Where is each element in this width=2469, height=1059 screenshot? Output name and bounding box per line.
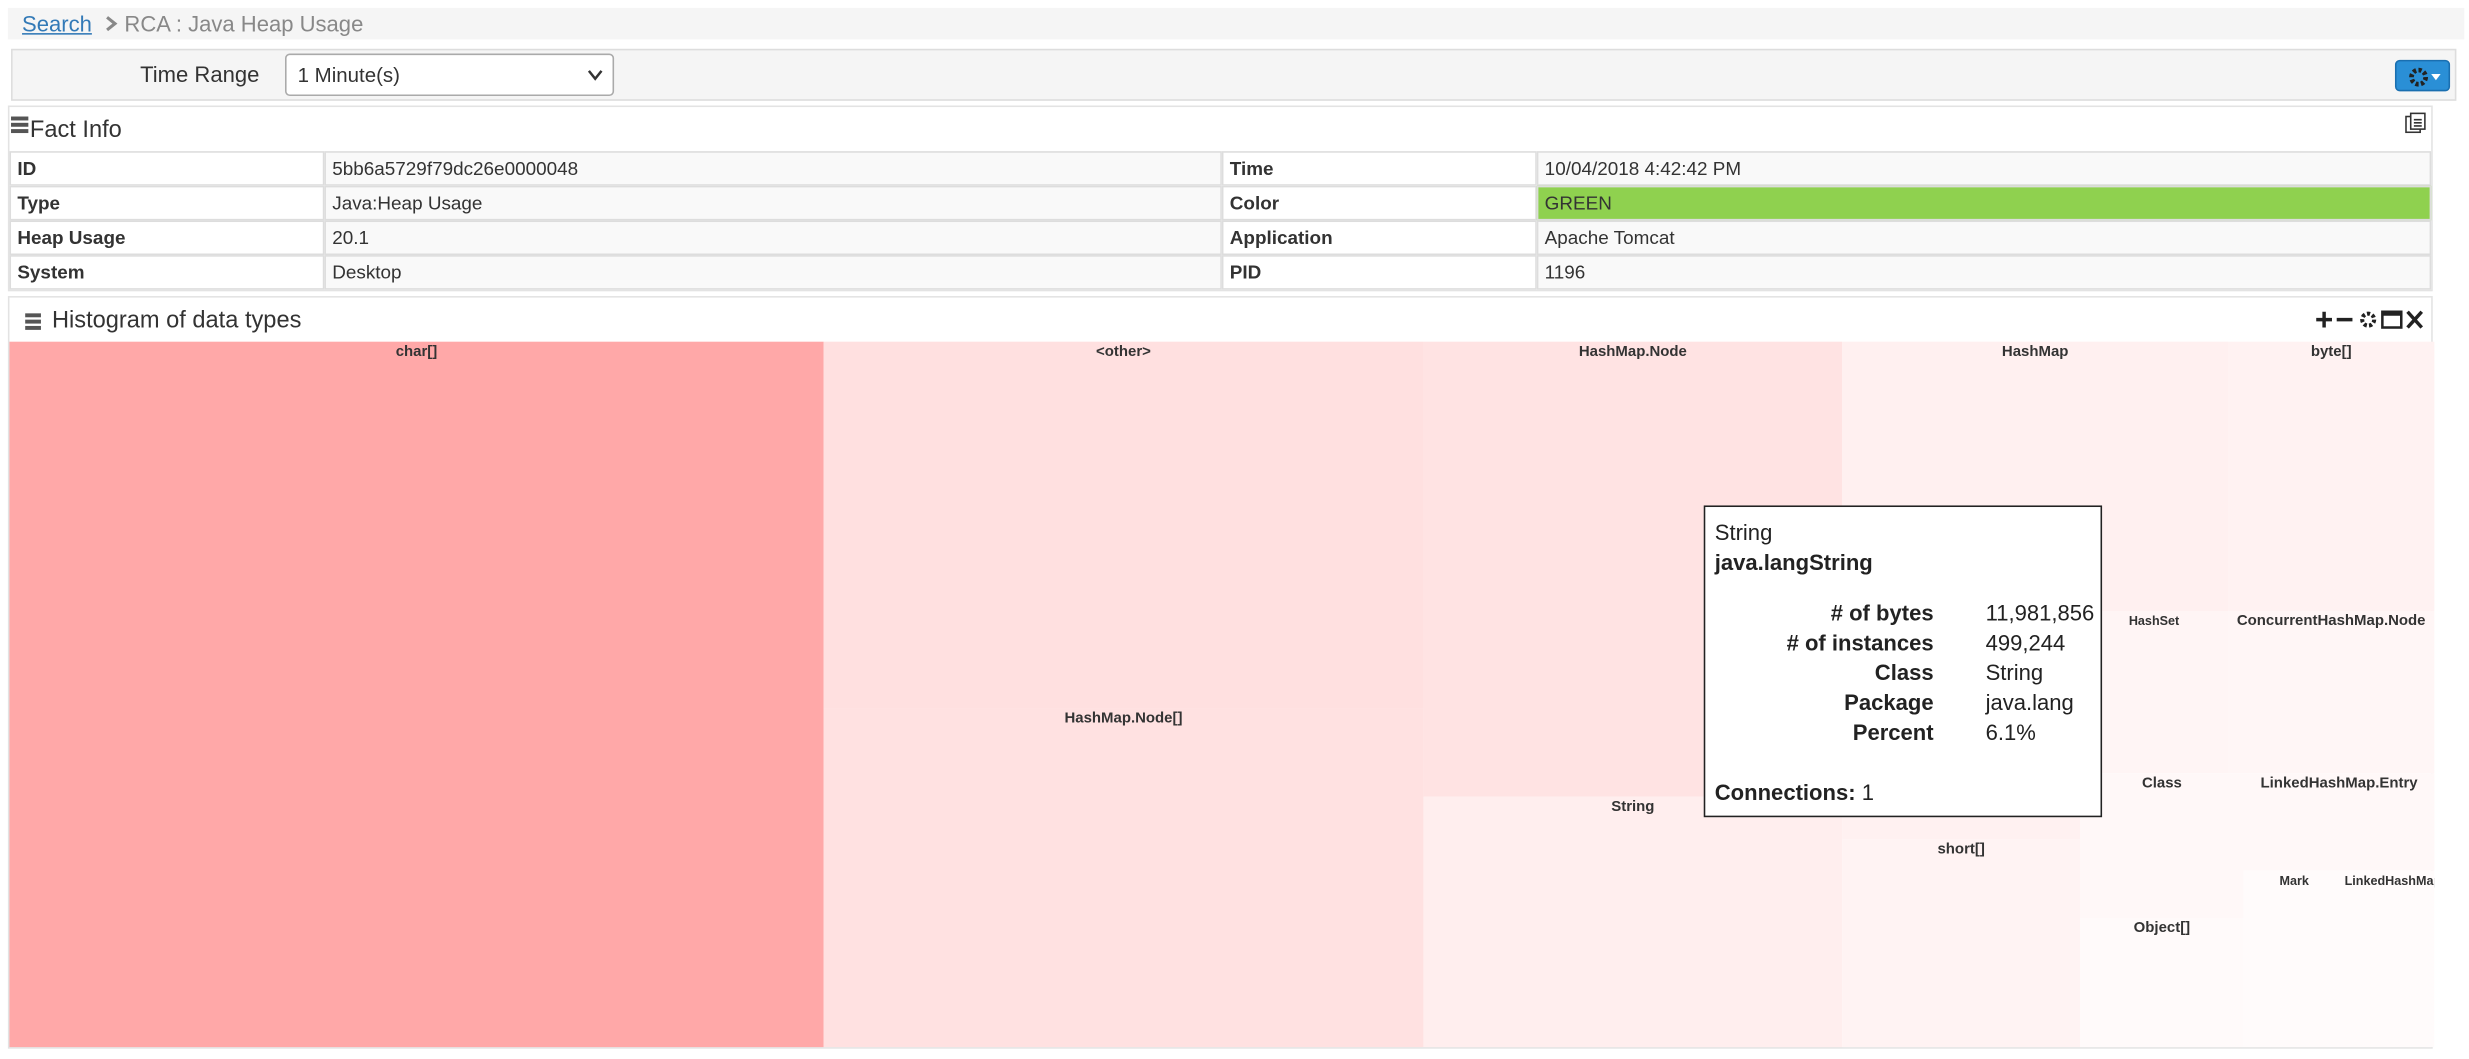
cell-label: Mark [2279,873,2309,889]
treemap-cell[interactable]: Class [2080,773,2244,918]
cell-label: HashSet [2128,614,2180,629]
breadcrumb: Search RCA : Java Heap Usage [7,7,2465,40]
cell-label: Object[] [2133,919,2191,937]
cell-label: short[] [1937,840,1985,859]
cell-label: HashMap.Node[] [1064,710,1183,728]
cell-label: LinkedHashMap [2344,873,2435,889]
treemap-cell[interactable]: Object[] [2080,917,2244,1048]
cell-label: HashMap.Node [1578,343,1687,361]
gear-icon [2409,67,2441,87]
fact-key: PID [1221,255,1537,290]
fact-value: 10/04/2018 4:42:42 PM [1536,151,2432,186]
fact-key: Heap Usage [9,220,325,256]
cell-label: String [1611,798,1655,816]
treemap-cell[interactable]: byte[] [2228,341,2435,611]
chevron [106,16,118,32]
settings-button[interactable] [2394,59,2451,92]
cell-label: Class [2141,774,2182,793]
cell-label: HashMap [2001,343,2069,361]
cell-label: LinkedHashMap.Entry [2260,774,2418,793]
tooltip-key: # of instances [1786,629,1934,656]
tooltip-connections: Connections: 1 [1715,779,1874,804]
cell-label: <other> [1096,343,1151,361]
search-link[interactable]: Search [22,11,92,37]
fact-value: 1196 [1536,255,2432,290]
treemap-cell[interactable]: HashSet [2080,610,2229,774]
tooltip-key: # of bytes [1830,599,1934,626]
tooltip-key: Package [1844,689,1934,715]
fact-value: 5bb6a5729f79dc26e0000048 [324,151,1222,186]
connections-value: 1 [1861,779,1874,805]
treemap-cell[interactable]: char[] [9,341,824,1048]
cell-label: byte[] [2310,343,2352,361]
time-range-label: Time Range [140,61,260,87]
tooltip-key: Percent [1852,719,1934,745]
time-range-select[interactable]: 1 Minute(s) [285,53,615,97]
tooltip-class: java.langString [1714,549,1873,575]
tooltip-value: 6.1% [1985,719,2036,745]
tooltip-key: Class [1874,659,1934,685]
export-icon[interactable] [2404,112,2426,134]
panel-title: Histogram of data types [51,307,302,334]
fact-info-panel: Fact Info ID 5bb6a5729f79dc26e0000048 Time… [7,105,2433,292]
fact-value: 20.1 [324,220,1222,256]
fact-value: Apache Tomcat [1536,220,2432,256]
toolbar: Time Range 1 Minute(s) [11,48,2457,101]
fact-key: ID [9,151,325,186]
fact-key: Application [1221,220,1537,256]
fact-key: Type [9,185,325,221]
cell-label: ConcurrentHashMap.Node [2236,612,2426,630]
select-value: 1 Minute(s) [297,62,400,87]
breadcrumb-current: RCA : Java Heap Usage [124,11,364,37]
treemap-cell[interactable]: LinkedHashMap [2344,870,2435,1048]
panel-icon [11,116,29,134]
treemap-cell[interactable]: Mark [2243,870,2345,1048]
treemap-cell[interactable]: ConcurrentHashMap.Node [2228,610,2435,774]
tooltip-value: java.lang [1985,689,2074,715]
fact-key: Time [1221,151,1537,186]
fact-value: GREEN [1536,185,2432,221]
panel-controls[interactable] [2313,309,2426,331]
treemap-cell[interactable]: HashMap.Node[] [823,708,1424,1048]
tooltip-value: 499,244 [1985,629,2066,656]
panel-icon [25,313,41,330]
panel-title: Fact Info [29,116,122,144]
fact-key: Color [1221,185,1537,221]
treemap-cell[interactable]: String [1423,796,1843,1048]
cell-label: char[] [395,343,438,361]
tooltip-value: String [1985,659,2044,685]
treemap-cell[interactable]: LinkedHashMap.Entry [2243,773,2435,871]
select-arrow [587,70,603,81]
fact-value: Desktop [324,255,1222,290]
tooltip: String java.langString Connections: 1 # … [1703,505,2103,818]
treemap-cell[interactable]: short[] [1842,839,2081,1048]
connections-label: Connections: [1714,779,1856,805]
tooltip-name: String [1714,519,1773,545]
treemap-cell[interactable]: <other> [823,341,1424,709]
fact-value: Java:Heap Usage [324,185,1222,221]
fact-key: System [9,255,325,290]
tooltip-value: 11,981,856 [1985,599,2095,626]
